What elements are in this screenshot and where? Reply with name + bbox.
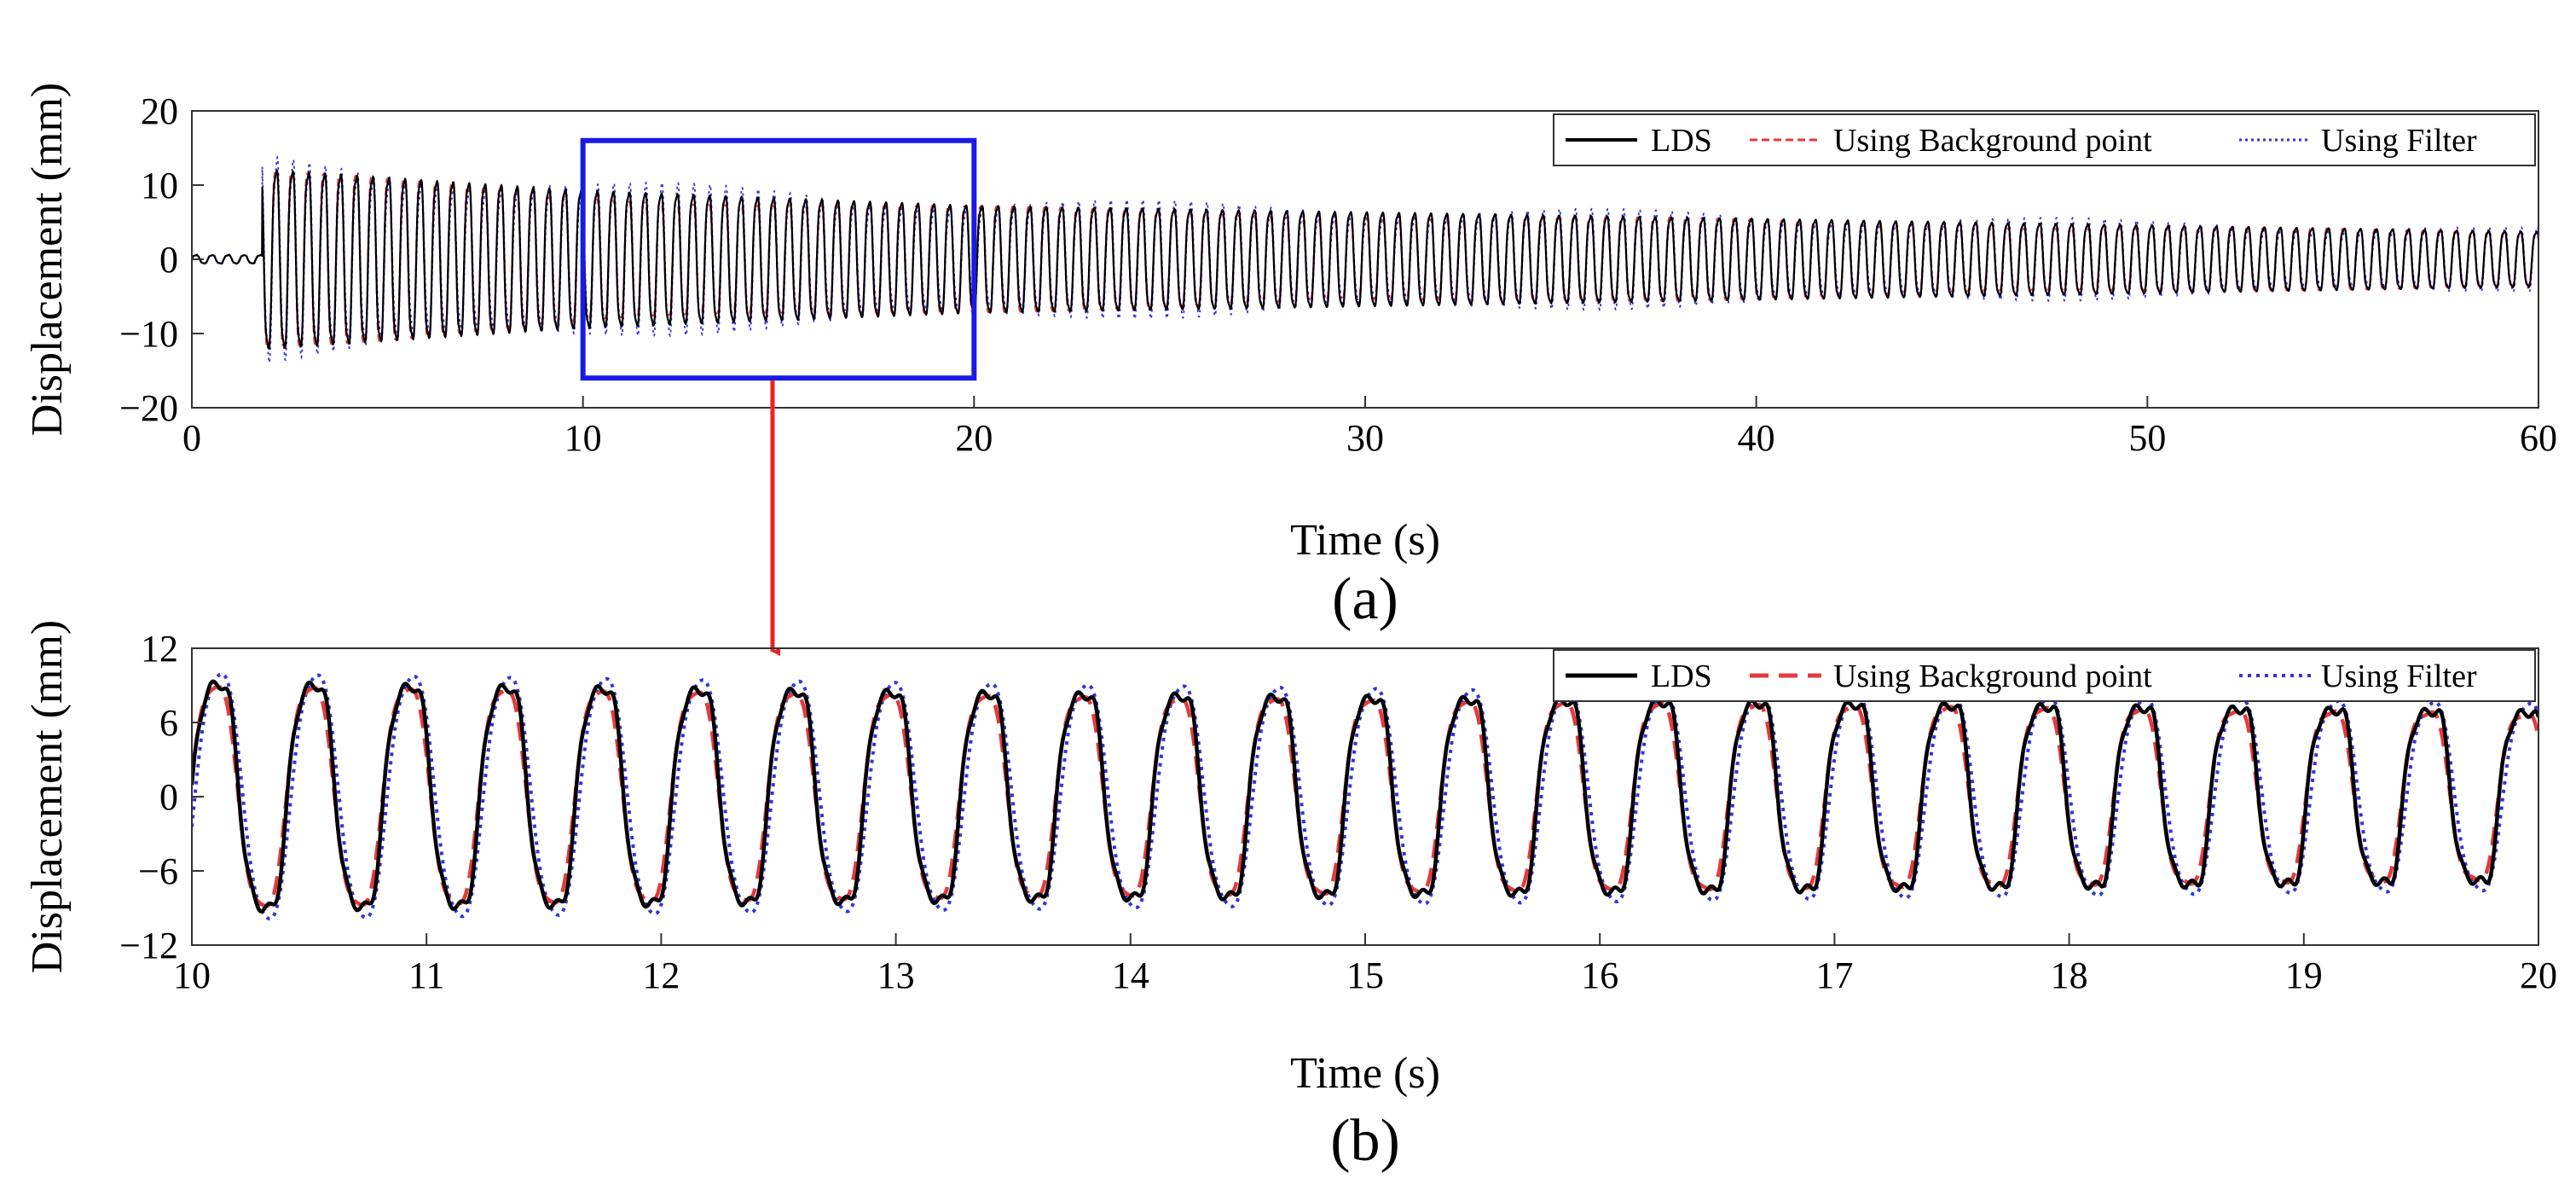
panel-a-y-tick-label: 0 — [159, 239, 178, 281]
panel-a-legend: LDS Using Background point Using Filter — [1553, 113, 2536, 166]
panel-b-x-tick-label: 12 — [642, 954, 680, 996]
panel-b-y-axis-title: Displacement (mm) — [23, 620, 72, 973]
panel-b-legend-label-background: Using Background point — [1833, 659, 2152, 694]
panel-a-x-tick-label: 20 — [955, 417, 993, 459]
panel-b-label: (b) — [1330, 1108, 1400, 1174]
panel-a-chart: 0 10 20 30 40 50 60 −20 −10 0 10 20 Time (s) Displa… — [23, 83, 2557, 632]
panel-b-legend-box — [1553, 649, 2536, 702]
panel-a-y-tick-label: 10 — [141, 165, 178, 206]
panel-b-x-tick-label: 17 — [1815, 954, 1853, 996]
panel-b-series-lds — [192, 679, 2538, 914]
panel-a-y-tick-label: 20 — [141, 90, 178, 132]
panel-a-x-tick-label: 50 — [2128, 417, 2166, 459]
panel-b-y-tick-label: 6 — [159, 702, 178, 744]
panel-a-legend-label-lds: LDS — [1651, 123, 1712, 159]
panel-a-legend-label-background: Using Background point — [1833, 123, 2152, 159]
panel-b-x-tick-label: 14 — [1112, 954, 1149, 996]
panel-a-x-tick-label: 60 — [2520, 417, 2557, 459]
panel-b-x-tick-label: 13 — [877, 954, 915, 996]
panel-b-x-tick-label: 11 — [408, 954, 444, 996]
panel-a-label: (a) — [1332, 566, 1398, 632]
panel-a-y-tick-label: −20 — [119, 387, 178, 429]
panel-b-y-tick-label: −6 — [138, 850, 178, 892]
panel-a-y-axis-title: Displacement (mm) — [23, 83, 72, 436]
panel-b-x-tick-label: 15 — [1346, 954, 1384, 996]
panel-a-series-group — [192, 155, 2538, 365]
panel-a-x-tick-label: 10 — [564, 417, 602, 459]
panel-b-x-axis-title: Time (s) — [1290, 1049, 1440, 1098]
panel-b-series-background-point — [192, 684, 2538, 908]
panel-b-legend: LDS Using Background point Using Filter — [1553, 649, 2536, 702]
panel-b-x-tick-label: 16 — [1581, 954, 1618, 996]
panel-b-legend-label-lds: LDS — [1651, 659, 1712, 694]
panel-a-x-axis-title: Time (s) — [1290, 516, 1440, 565]
panel-a-axes: 0 10 20 30 40 50 60 −20 −10 0 10 20 — [119, 90, 2557, 459]
panel-a-y-tick-label: −10 — [119, 313, 178, 355]
panel-a-x-tick-label: 40 — [1738, 417, 1775, 459]
panel-b-axes: 10 11 12 13 14 15 16 17 18 19 20 −12 −6 0 6 12 — [119, 628, 2557, 996]
panel-b-y-tick-label: −12 — [119, 925, 178, 966]
panel-b-legend-label-filter: Using Filter — [2321, 659, 2477, 694]
panel-b-chart: 10 11 12 13 14 15 16 17 18 19 20 −12 −6 0 6 12 Time (s)… — [23, 620, 2557, 1174]
panel-b-y-tick-label: 0 — [159, 776, 178, 818]
panel-b-series-group — [192, 671, 2538, 921]
panel-b-x-tick-label: 20 — [2520, 954, 2557, 996]
panel-a-legend-label-filter: Using Filter — [2321, 123, 2477, 159]
panel-a-legend-box — [1553, 113, 2536, 166]
panel-a-x-tick-label: 0 — [182, 417, 201, 459]
panel-b-x-tick-label: 10 — [173, 954, 211, 996]
panel-a-series-lds — [192, 169, 2538, 350]
panel-b-x-tick-label: 18 — [2051, 954, 2088, 996]
panel-b-y-tick-label: 12 — [141, 628, 178, 670]
panel-a-x-tick-label: 30 — [1346, 417, 1384, 459]
zoom-box — [580, 137, 977, 381]
panel-b-x-tick-label: 19 — [2285, 954, 2323, 996]
